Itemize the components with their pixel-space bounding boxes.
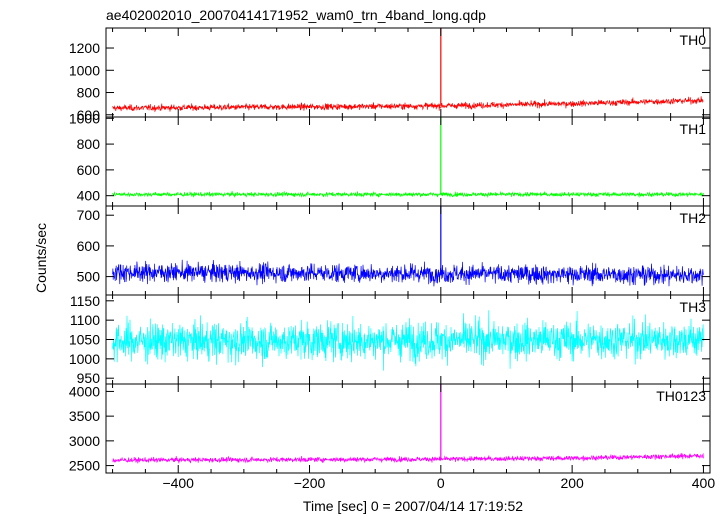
y-tick-label: 600 bbox=[77, 238, 101, 254]
x-axis-label: Time [sec] 0 = 2007/04/14 17:19:52 bbox=[303, 498, 523, 514]
y-tick-label: 4000 bbox=[69, 383, 100, 399]
series-th2-line bbox=[112, 259, 704, 287]
y-tick-label: 3000 bbox=[69, 433, 100, 449]
y-tick-label: 1000 bbox=[69, 351, 100, 367]
panel-th2: 500 600 700 TH2 bbox=[77, 205, 711, 296]
panel-th3: 950 1000 1050 1100 1150 TH3 bbox=[69, 293, 711, 386]
panel-frame bbox=[105, 205, 711, 296]
x-tick-label: −400 bbox=[162, 475, 194, 491]
y-tick-label: 1200 bbox=[69, 40, 100, 56]
panel-frame bbox=[105, 27, 711, 118]
x-tick-label: 0 bbox=[437, 475, 445, 491]
y-tick-label: 500 bbox=[77, 269, 101, 285]
y-tick-label: 1000 bbox=[69, 62, 100, 78]
panel-th0: 600 800 1000 1200 TH0 bbox=[69, 27, 711, 123]
y-tick-label: 1000 bbox=[69, 110, 100, 126]
y-axis-label: Counts/sec bbox=[33, 223, 49, 293]
x-tick-label: −200 bbox=[294, 475, 326, 491]
y-tick-label: 600 bbox=[77, 107, 101, 123]
panel-th1: 400 600 800 1000 TH1 bbox=[69, 110, 711, 207]
panel-label: TH2 bbox=[680, 210, 707, 226]
panel-th0123: 2500 3000 3500 4000 TH0123 bbox=[69, 383, 711, 474]
series-th3-line bbox=[112, 310, 704, 371]
y-tick-label: 800 bbox=[77, 85, 101, 101]
y-tick-label: 400 bbox=[77, 188, 101, 204]
y-tick-label: 600 bbox=[77, 162, 101, 178]
panel-label: TH0123 bbox=[656, 388, 706, 404]
chart-title: ae402002010_20070414171952_wam0_trn_4ban… bbox=[106, 7, 486, 23]
panel-label: TH3 bbox=[680, 299, 707, 315]
y-tick-label: 950 bbox=[77, 370, 101, 386]
series-th0123-line bbox=[112, 452, 704, 464]
y-tick-label: 1150 bbox=[70, 293, 100, 309]
panel-label: TH1 bbox=[680, 121, 707, 137]
panel-label: TH0 bbox=[680, 32, 707, 48]
panel-frame bbox=[105, 116, 711, 207]
series-th0-line bbox=[112, 96, 704, 113]
x-tick-label: 200 bbox=[560, 475, 584, 491]
x-tick-label: 400 bbox=[692, 475, 716, 491]
y-tick-label: 2500 bbox=[69, 458, 100, 474]
y-tick-label: 1100 bbox=[70, 312, 100, 328]
panels: 600 800 1000 1200 TH0 400 600 800 1000 TH1 500 600 7… bbox=[69, 27, 716, 491]
y-tick-label: 3500 bbox=[69, 408, 100, 424]
y-tick-label: 700 bbox=[77, 207, 101, 223]
series-th1-line bbox=[112, 190, 704, 198]
y-tick-label: 1050 bbox=[69, 332, 100, 348]
y-tick-label: 800 bbox=[77, 136, 101, 152]
